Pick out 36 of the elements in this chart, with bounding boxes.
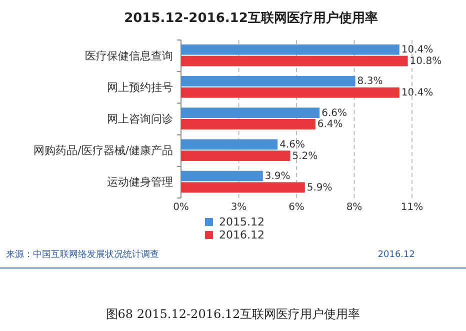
- bar: [181, 170, 263, 182]
- chart-title: 2015.12-2016.12互联网医疗用户使用率: [124, 10, 378, 26]
- data-label: 10.8%: [410, 56, 442, 67]
- bar: [181, 182, 305, 193]
- bar: [181, 150, 290, 161]
- y-tick-label: 医疗保健信息查询: [85, 49, 173, 62]
- data-label: 6.6%: [322, 108, 348, 119]
- legend-label: 2016.12: [219, 228, 264, 242]
- bar: [181, 56, 408, 66]
- data-label: 10.4%: [401, 44, 434, 56]
- data-label: 5.9%: [306, 182, 332, 194]
- y-tick-label: 运动健身管理: [107, 176, 173, 189]
- y-tick-label: 网购药品/医疗器械/健康产品: [34, 144, 173, 158]
- data-label: 6.4%: [317, 119, 343, 130]
- bar: [181, 119, 316, 130]
- data-label: 8.3%: [357, 76, 383, 88]
- legend-label: 2015.12: [219, 216, 264, 228]
- source-note: 来源：中国互联网络发展状况统计调查: [6, 249, 159, 260]
- x-tick-label: 6%: [288, 202, 304, 213]
- data-label: 3.9%: [264, 171, 290, 182]
- bar: [181, 76, 356, 86]
- caption: 图68 2015.12-2016.12互联网医疗用户使用率: [106, 307, 360, 321]
- data-label: 10.4%: [401, 88, 434, 99]
- x-tick-label: 0%: [173, 202, 189, 213]
- bar: [181, 87, 400, 98]
- data-label: 5.2%: [292, 150, 318, 162]
- x-tick-label: 8%: [346, 202, 362, 213]
- x-tick-label: 11%: [400, 202, 424, 213]
- y-tick-label: 网上预约挂号: [107, 80, 173, 94]
- x-tick-label: 3%: [230, 202, 247, 213]
- bar: [181, 139, 278, 150]
- y-tick-label: 网上咨询问诊: [107, 112, 173, 126]
- data-label: 4.6%: [280, 139, 306, 150]
- bar: [181, 44, 400, 55]
- bar: [181, 108, 320, 118]
- text: 2016.12: [378, 250, 415, 260]
